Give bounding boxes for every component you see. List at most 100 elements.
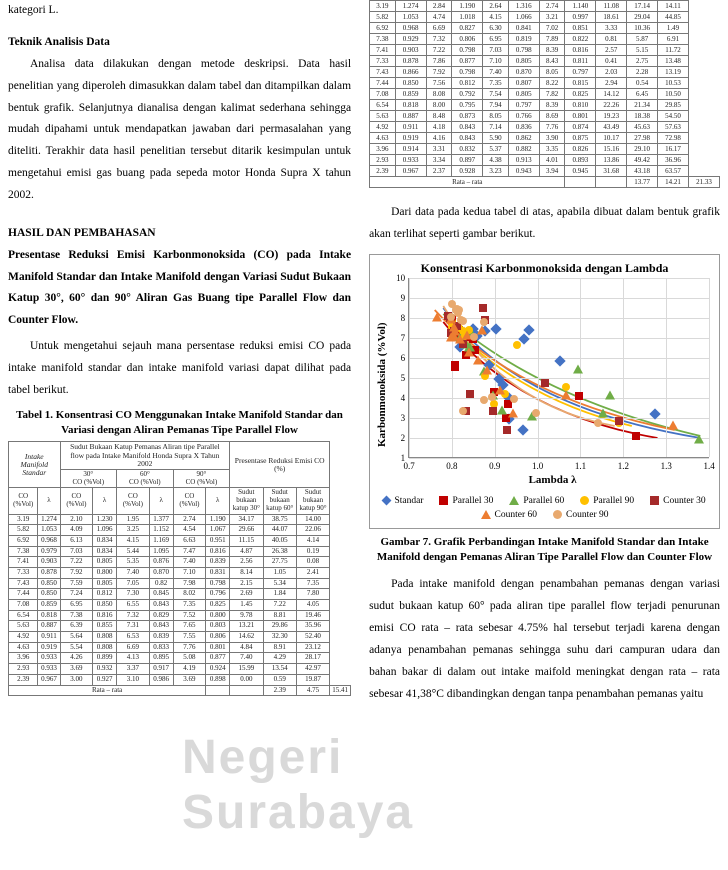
chart-point [490,324,501,335]
chart-point [432,312,442,321]
legend-item: Standar [383,496,423,506]
legend-item: Counter 60 [481,510,537,520]
chart-point [489,407,497,415]
chart-point [470,333,478,341]
chart-point [449,322,459,331]
legend-item: Parallel 60 [509,496,564,506]
chart-point [532,409,540,417]
legend-item: Parallel 90 [580,496,634,506]
t1-pct-30: Sudut bukaan katup 30° [230,488,263,514]
teknik-para: Analisa data dilakukan dengan metode des… [8,54,351,207]
chart-point [459,407,467,415]
right-para-1: Dari data pada kedua tabel di atas, apab… [369,202,720,246]
chart-xlabel: Lambda λ [390,474,715,486]
chart-point [518,424,529,435]
table-row: 7.080.8596.950.8506.550.8437.350.8251.45… [9,600,351,611]
table-row: 7.410.9037.220.7987.030.7988.390.8162.57… [370,45,720,56]
t1-deg-30: 30°CO (%Vol) [60,470,117,488]
table-row: 6.540.8187.380.8167.320.8297.520.8009.78… [9,610,351,621]
chart-point [513,341,521,349]
teknik-title: Teknik Analisis Data [8,36,351,48]
t1-co: CO (%Vol) [117,488,150,514]
table-row: 7.380.9797.030.8345.441.0957.470.8164.87… [9,546,351,557]
table-row: 4.920.9115.640.8086.530.8397.550.80614.6… [9,632,351,643]
chart-plot-area: 123456789100.70.80.91.01.11.21.31.4 [408,278,709,458]
right-para-2: Pada intake manifold dengan penambahan p… [369,574,720,705]
chart-point [482,366,492,375]
chart-title: Konsentrasi Karbonmonoksida dengan Lambd… [374,261,715,276]
chart-point [598,408,608,417]
t1-l: λ [149,488,173,514]
table-row: 2.390.9673.000.9273.100.9863.690.8980.00… [9,674,351,685]
chart-point [503,426,511,434]
chart-point [497,406,507,415]
table-row: 4.920.9114.180.8437.140.8367.760.87443.4… [370,122,720,133]
table-row: 2.390.9672.370.9283.230.9433.940.94531.6… [370,166,720,177]
table-row: 6.920.9686.690.8276.300.8417.020.8513.33… [370,23,720,34]
t1-l: λ [38,488,60,514]
chart-point [668,420,678,429]
t1-h-pct: Presentase Reduksi Emisi CO (%) [230,442,330,488]
chart-point [573,364,583,373]
chart-point [448,300,456,308]
chart-point [561,390,571,399]
chart-point [510,395,518,403]
table-row: 7.080.8598.080.7927.540.8057.820.82514.1… [370,89,720,100]
chart-ylabel: Karbonmonoksida (%Vol) [374,278,390,492]
chart-point [466,390,474,398]
chart-point [694,434,704,443]
chart-point [479,304,487,312]
table-row: 4.630.9195.540.8086.690.8337.760.8014.84… [9,642,351,653]
t1-pct-90: Sudut bukaan katup 90° [296,488,329,514]
t1-l: λ [93,488,117,514]
table-row: 2.930.9333.690.9323.370.9174.190.92415.9… [9,664,351,675]
t1-h-standar: Intake Manifold Standar [9,442,61,488]
table-row: 2.930.9333.340.8974.380.9134.010.89313.8… [370,155,720,166]
t1-co: CO (%Vol) [173,488,206,514]
t1-l: λ [206,488,230,514]
t1-co: CO (%Vol) [60,488,93,514]
chart-point [480,318,488,326]
chart-point [477,325,487,334]
table-row: 4.630.9194.160.8435.900.8623.900.87510.1… [370,133,720,144]
chart-point [541,379,549,387]
table-row: 5.821.0534.091.0963.251.1524.541.06729.6… [9,525,351,536]
table-1: Intake Manifold Standar Sudut Bukaan Kat… [8,441,351,696]
chart-legend: Standar Parallel 30 Parallel 60 Parallel 90… [374,492,715,524]
figure-caption: Gambar 7. Grafik Perbandingan Intake Man… [369,535,720,565]
table-row: Rata – rata2.394.7515.41 [9,685,351,696]
table-row: 3.191.2742.101.2301.951.3772.741.19034.1… [9,514,351,525]
legend-item: Parallel 30 [439,496,493,506]
chart-point [508,409,518,418]
t1-deg-90: 90°CO (%Vol) [173,470,230,488]
page: kategori L. Teknik Analisis Data Analisa… [0,0,728,707]
chart-point [495,386,505,395]
chart-point [605,390,615,399]
chart-point [594,419,602,427]
table-row: 3.960.9143.310.8325.370.8823.350.82615.1… [370,144,720,155]
table-row: 7.330.8787.920.8007.400.8707.100.8318.14… [9,567,351,578]
table-row: 7.330.8787.860.8777.100.8058.430.8110.41… [370,56,720,67]
chart-point [575,392,583,400]
table1-caption: Tabel 1. Konsentrasi CO Menggunakan Inta… [8,408,351,438]
t1-h-sudut: Sudut Bukaan Katup Pemanas Aliran tipe P… [60,442,230,470]
legend-item: Counter 30 [650,496,705,506]
table-row: 7.430.8507.590.8057.050.827.980.7982.155… [9,578,351,589]
legend-item: Counter 90 [553,510,608,520]
table-row: 6.920.9686.130.8344.151.1696.630.95111.1… [9,535,351,546]
chart-point [632,432,640,440]
table-row: 7.440.8507.560.8127.350.8078.220.8152.94… [370,78,720,89]
subsection-title: Presentase Reduksi Emisi Karbonmonoksida… [8,245,351,332]
left-column: kategori L. Teknik Analisis Data Analisa… [8,0,351,707]
right-column: 3.191.2742.841.1902.641.3162.741.14011.0… [369,0,720,707]
table-row: Rata – rata13.7714.2121.33 [370,177,720,188]
t1-deg-60: 60°CO (%Vol) [117,470,174,488]
table-row: 3.960.9334.260.8994.130.8955.080.8777.40… [9,653,351,664]
chart-point [473,355,483,364]
table-row: 7.380.9297.320.8066.950.8197.890.8220.81… [370,34,720,45]
table-row: 7.430.8667.920.7987.400.8708.050.7972.03… [370,67,720,78]
t1-co: CO (%Vol) [9,488,38,514]
table-row: 7.410.9037.220.8055.350.8767.400.8392.56… [9,557,351,568]
chart-point [451,363,459,371]
table-2: 3.191.2742.841.1902.641.3162.741.14011.0… [369,0,720,188]
